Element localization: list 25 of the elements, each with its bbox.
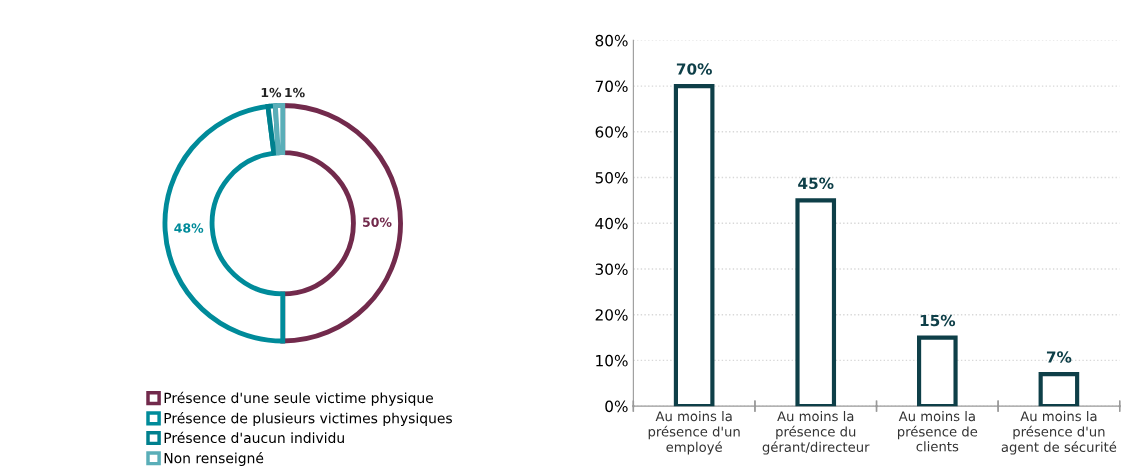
y-tick-label: 30% [595,263,628,275]
legend-label: Non renseigné [164,452,264,467]
y-tick-label: 0% [605,400,628,413]
data-label: 15% [920,314,956,327]
data-label: 50% [362,217,392,227]
y-tick-label: 50% [595,172,628,184]
data-label: 1% [261,87,282,98]
legend-label: Présence d'une seule victime physique [164,391,433,406]
x-tick-label: Au moins la présence d'un agent de sécurité [1001,410,1117,455]
data-label: 1% [285,87,305,98]
data-label: 7% [1046,351,1072,363]
x-tick-label: Au moins la présence de clients [897,410,978,452]
y-tick-label: 40% [595,217,628,230]
y-tick-label: 10% [596,354,628,367]
data-label: 70% [676,63,712,75]
y-tick-label: 20% [595,309,628,321]
x-tick-label: Au moins la présence d'un employé [648,410,740,455]
data-label: 45% [798,177,834,190]
legend-label: Présence d'aucun individu [164,431,344,444]
y-tick-label: 60% [595,126,628,138]
y-tick-label: 80% [595,34,628,47]
y-tick-label: 70% [595,80,628,93]
data-label: 48% [174,223,204,233]
x-tick-label: Au moins la présence du gérant/directeur [762,410,870,455]
legend-label: Présence de plusieurs victimes physiques [164,412,452,427]
